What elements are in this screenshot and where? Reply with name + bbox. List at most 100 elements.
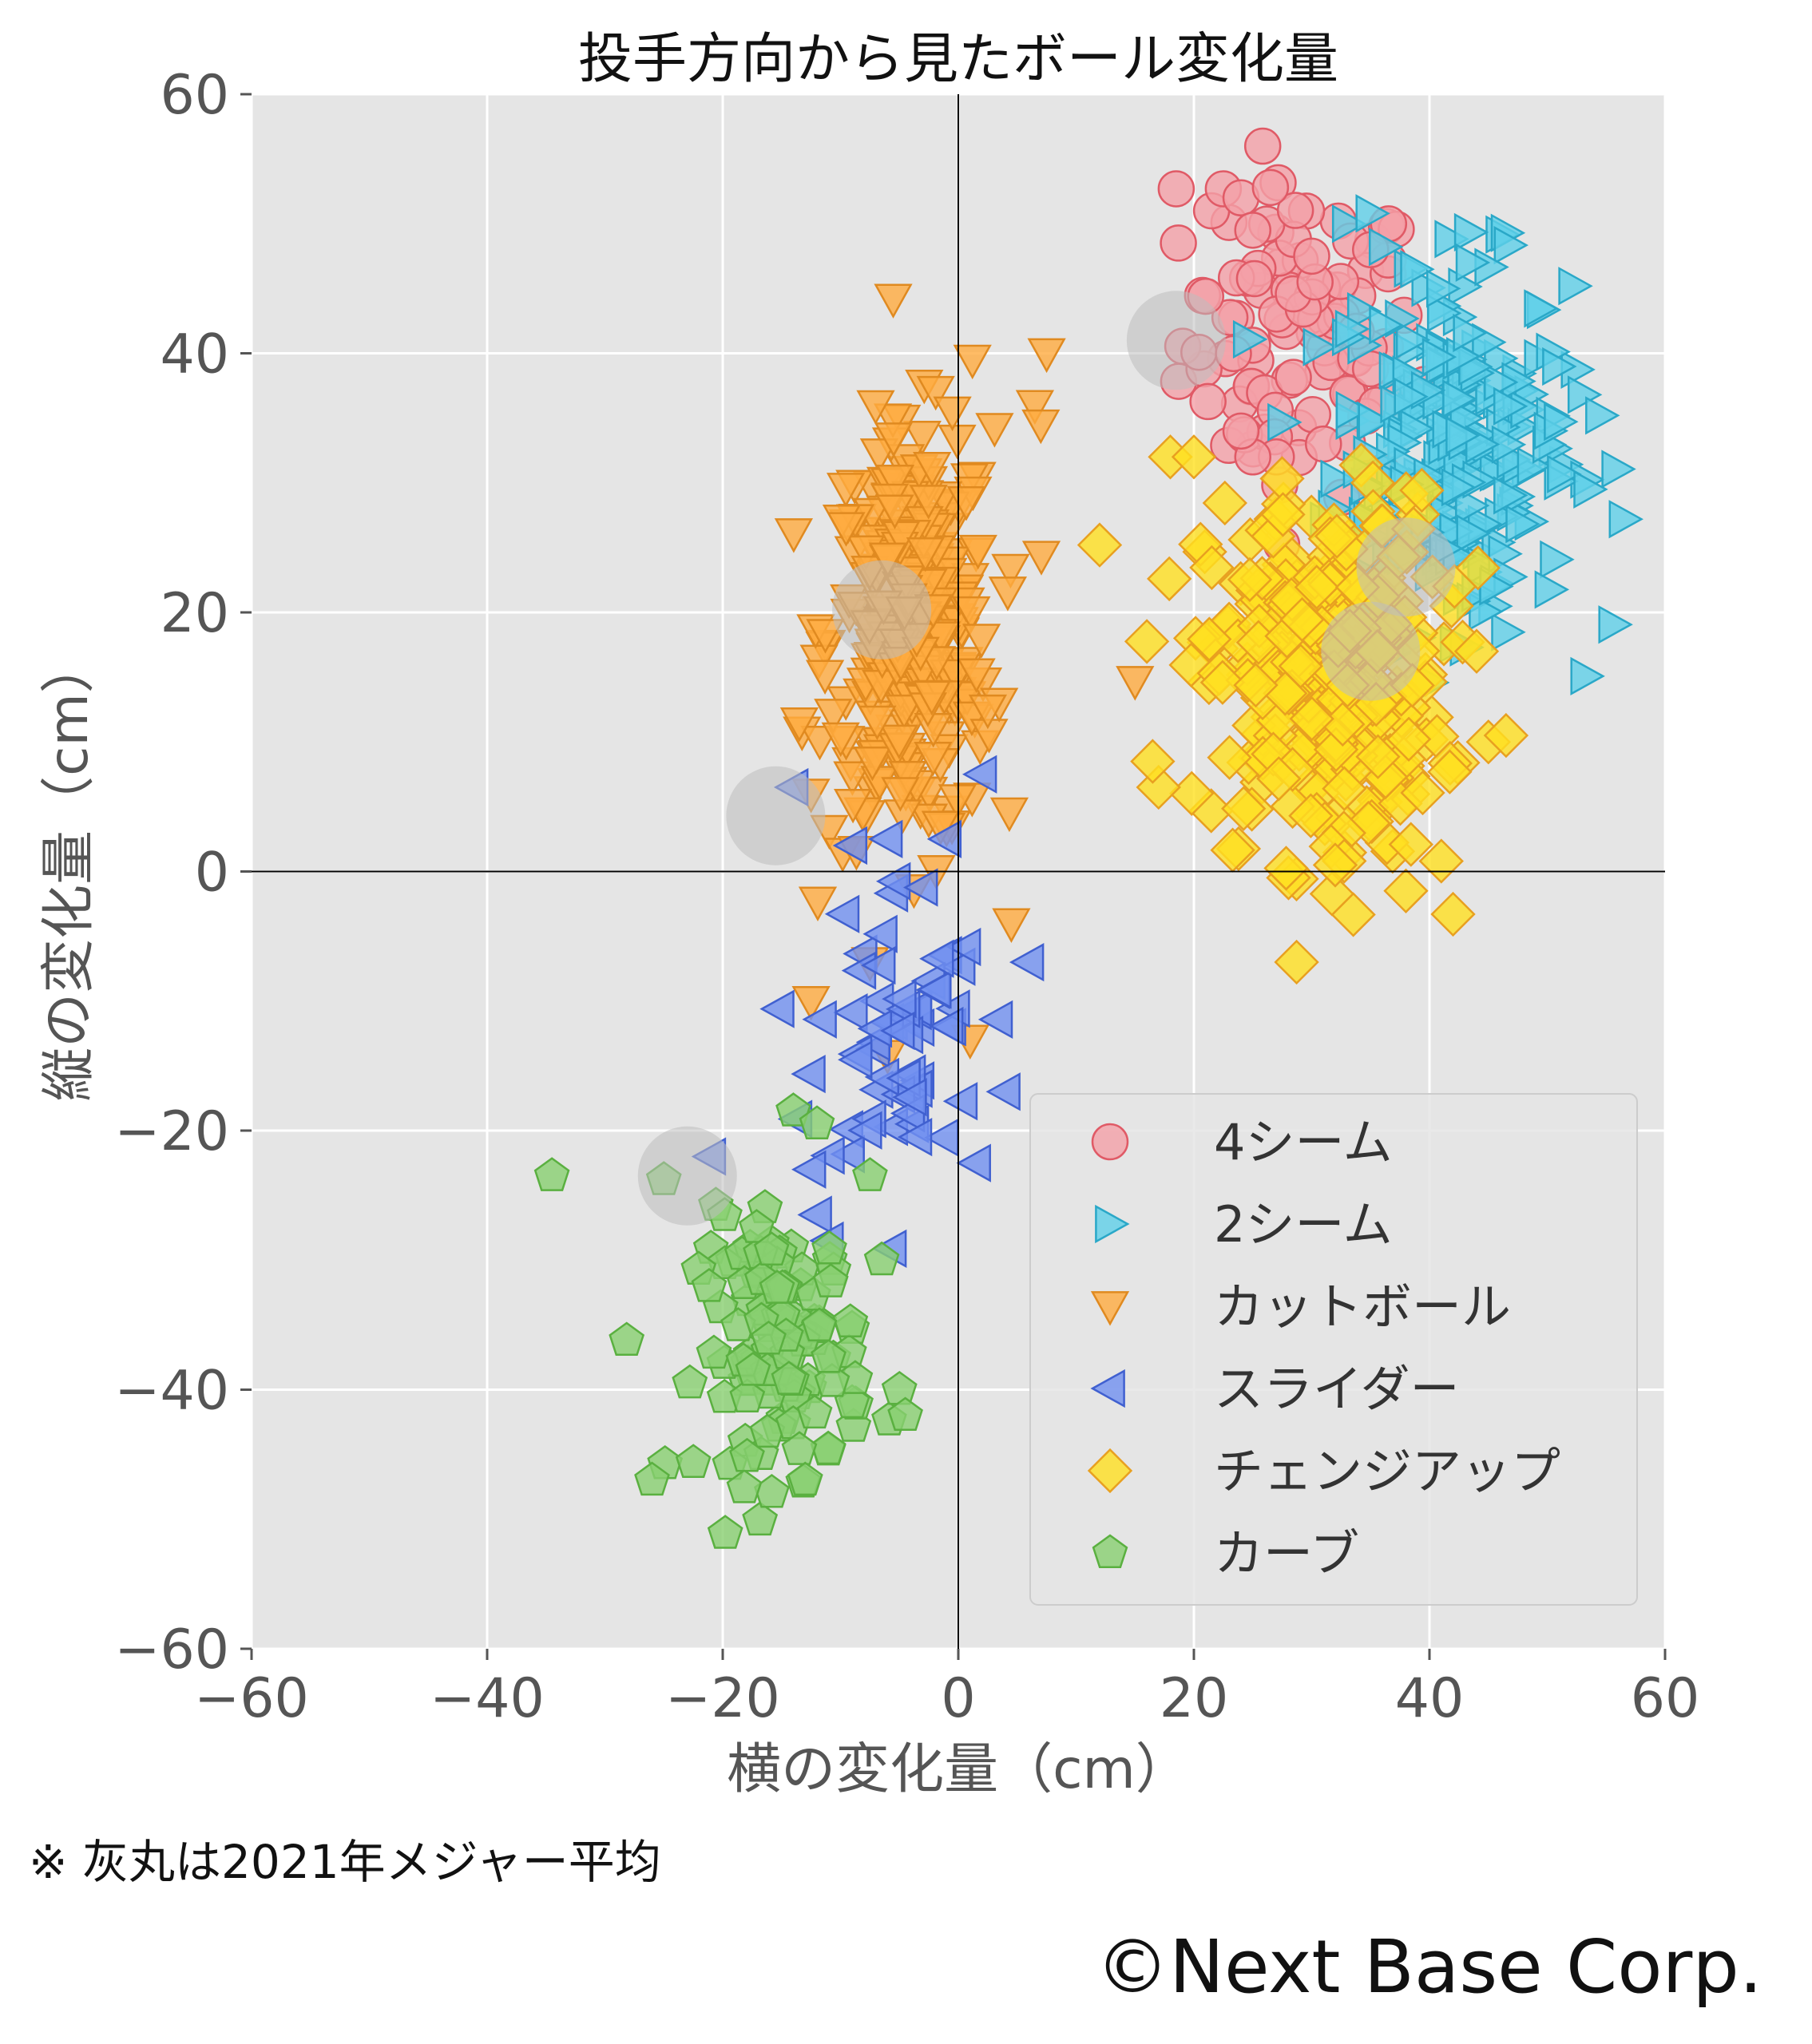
data-point	[1267, 402, 1302, 442]
data-point	[796, 1394, 833, 1429]
legend-marker	[1087, 1448, 1133, 1494]
data-point	[1547, 454, 1582, 493]
data-point	[821, 722, 860, 758]
data-point	[707, 1515, 743, 1549]
data-point	[1312, 842, 1358, 888]
data-point	[759, 989, 795, 1028]
data-point	[1394, 377, 1429, 416]
data-point	[696, 1334, 732, 1369]
legend-marker	[1090, 1369, 1125, 1408]
data-point	[1294, 564, 1339, 610]
data-point	[1320, 459, 1355, 498]
data-point	[1427, 749, 1473, 794]
data-point	[1015, 390, 1055, 425]
data-point	[1355, 194, 1390, 233]
data-point	[787, 1461, 823, 1496]
data-point	[1441, 468, 1477, 507]
data-point	[856, 390, 895, 426]
data-point	[1293, 237, 1330, 275]
data-point	[1233, 662, 1279, 708]
data-point	[830, 1135, 865, 1174]
x-tick-label: 0	[941, 1667, 975, 1730]
data-point	[1116, 666, 1155, 701]
data-point	[1322, 766, 1367, 811]
data-point	[1263, 846, 1309, 891]
data-point	[1399, 467, 1445, 513]
data-point	[953, 344, 992, 380]
data-point	[991, 553, 1030, 589]
data-point	[1355, 734, 1401, 779]
data-point	[873, 403, 913, 438]
data-point	[992, 908, 1031, 943]
data-point	[892, 1078, 927, 1117]
data-point	[863, 1241, 900, 1276]
data-point	[1493, 476, 1529, 515]
data-point	[968, 694, 1008, 730]
data-point	[774, 518, 814, 553]
data-point	[1400, 770, 1445, 816]
data-point	[1187, 616, 1232, 662]
data-point	[917, 970, 952, 1009]
data-point	[1021, 541, 1061, 576]
data-point	[875, 862, 911, 901]
data-point	[1445, 416, 1481, 455]
data-point	[791, 985, 831, 1021]
data-point	[962, 624, 1001, 659]
data-point	[1540, 540, 1575, 579]
y-tick-label: 60	[160, 64, 229, 127]
data-point	[1288, 793, 1334, 838]
axis-ticks: −60 −40 −20 0 20 40 60 60 40 20 0 −20 −40 −60	[114, 64, 1699, 1730]
y-tick-label: −60	[114, 1618, 229, 1682]
data-point	[833, 992, 868, 1032]
data-point	[885, 694, 924, 730]
data-point	[1598, 605, 1633, 644]
data-point	[897, 1117, 933, 1157]
data-point	[1221, 786, 1267, 831]
data-point	[847, 1111, 882, 1150]
data-point	[1493, 225, 1529, 265]
data-point	[1453, 313, 1488, 353]
y-tick-label: 40	[160, 323, 229, 386]
x-tick-label: −60	[194, 1667, 309, 1730]
data-point	[1386, 716, 1432, 762]
data-point	[753, 1231, 790, 1266]
data-point	[1544, 402, 1579, 442]
copyright: ©Next Base Corp.	[1096, 1924, 1762, 2010]
zero-lines	[252, 94, 1665, 1649]
data-point	[1207, 735, 1252, 780]
data-point	[1335, 390, 1371, 430]
data-point	[882, 979, 917, 1019]
data-point	[1558, 267, 1593, 306]
data-point	[1157, 170, 1195, 208]
data-point	[1383, 868, 1429, 913]
data-point	[781, 1431, 818, 1465]
data-point	[1491, 612, 1526, 652]
data-point	[862, 914, 898, 953]
data-point	[1534, 570, 1570, 609]
data-point	[1542, 347, 1577, 386]
data-point	[1455, 545, 1501, 591]
data-point	[1260, 492, 1306, 537]
data-point	[1274, 939, 1319, 985]
data-point	[933, 396, 972, 432]
data-point	[751, 1320, 787, 1355]
x-tick-label: −20	[665, 1667, 780, 1730]
data-point	[956, 1143, 991, 1182]
data-point	[1309, 871, 1355, 917]
data-point	[779, 707, 819, 743]
data-point	[1453, 212, 1489, 252]
data-point	[810, 1430, 847, 1465]
data-point	[912, 680, 951, 716]
data-point	[1232, 319, 1268, 359]
data-point	[1021, 409, 1061, 445]
data-point	[810, 1136, 845, 1175]
data-point	[1276, 192, 1314, 229]
data-point	[1425, 269, 1461, 308]
data-point	[1027, 338, 1066, 374]
data-point	[1171, 434, 1217, 480]
data-point	[726, 1469, 763, 1503]
data-point	[1199, 660, 1246, 705]
data-point	[729, 1378, 766, 1413]
data-point	[1275, 358, 1312, 396]
